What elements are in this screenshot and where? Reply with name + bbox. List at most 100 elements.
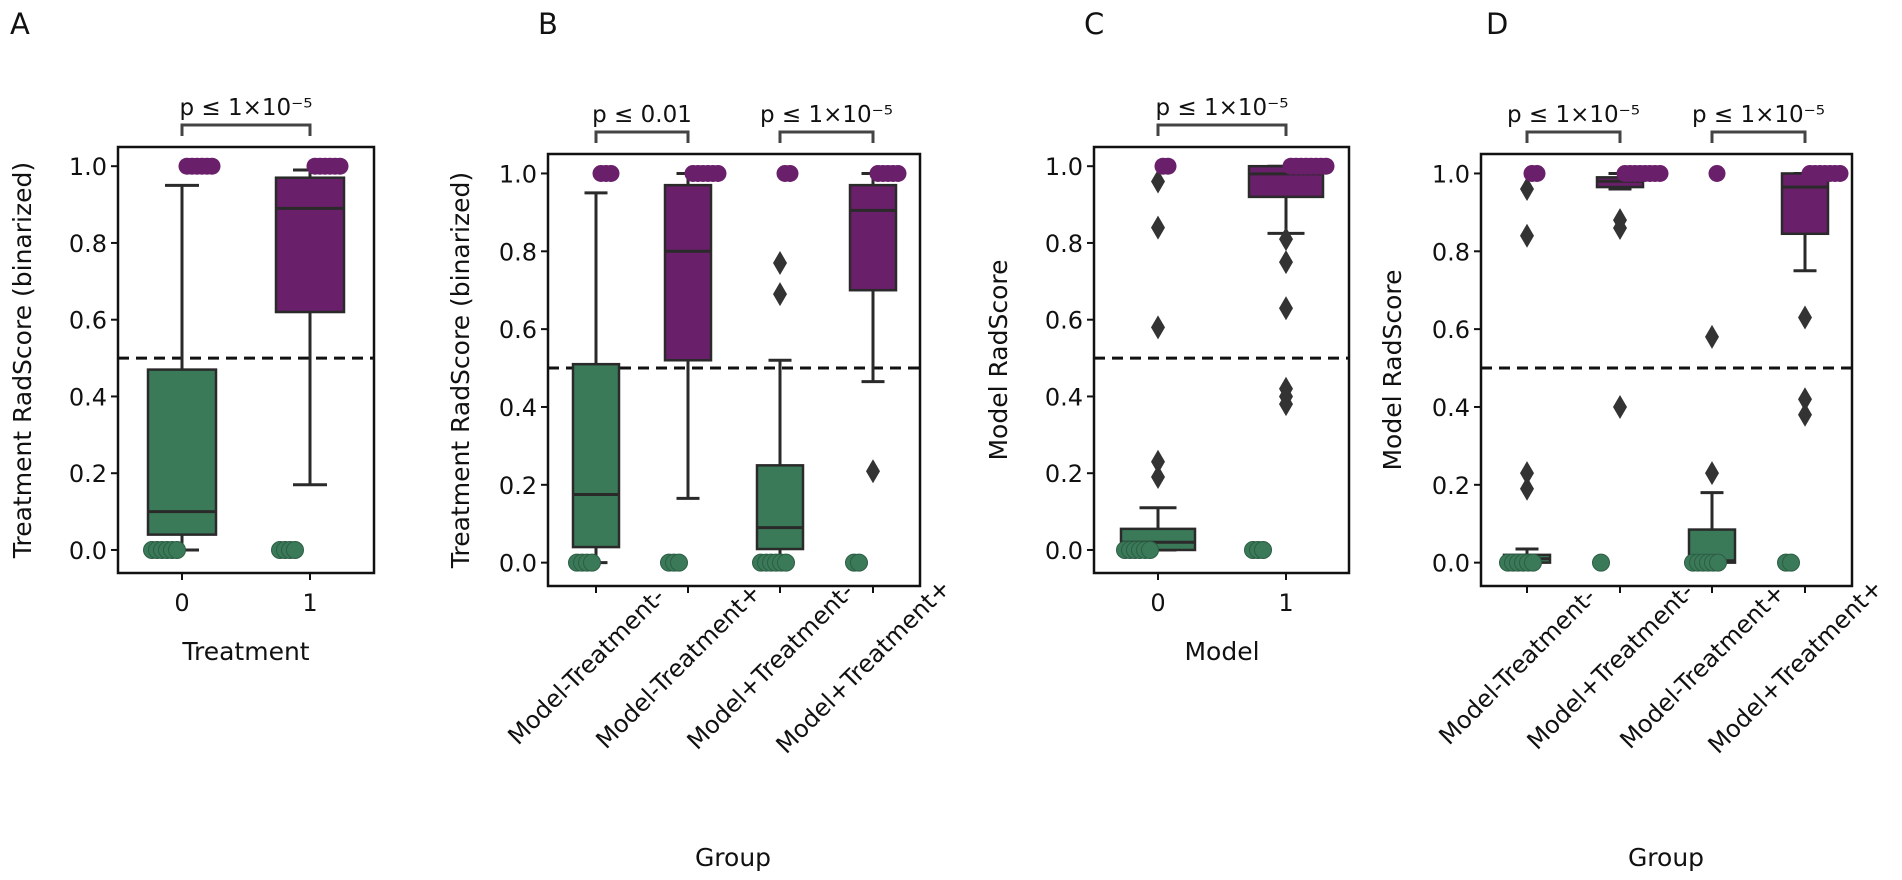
p-value-label: p ≤ 0.01 xyxy=(592,102,692,128)
strip-point-zero xyxy=(1524,553,1542,572)
box-1 xyxy=(660,164,727,572)
outlier-diamond xyxy=(1705,461,1719,486)
outlier-diamond xyxy=(1798,387,1812,412)
y-tick-label: 0.0 xyxy=(499,550,537,578)
strip-point-zero xyxy=(1254,540,1272,559)
outlier-diamond xyxy=(1520,476,1534,501)
y-tick-label: 0.4 xyxy=(499,394,537,422)
plot-frame xyxy=(546,152,922,588)
plot-frame xyxy=(1479,152,1854,588)
box-0 xyxy=(143,157,221,559)
box-iqr xyxy=(1780,172,1830,236)
box-0 xyxy=(1116,157,1197,559)
x-tick-label: Model-Treatment- xyxy=(502,582,670,750)
plot-frame xyxy=(116,145,376,575)
y-tick-label: 0.2 xyxy=(1432,472,1470,500)
outlier-diamond xyxy=(1705,324,1719,349)
box-0 xyxy=(1499,164,1552,572)
significance-bracket xyxy=(778,130,875,143)
outlier-diamond xyxy=(1798,305,1812,330)
outlier-diamond xyxy=(1279,227,1293,252)
y-tick-label: 0.0 xyxy=(1432,550,1470,578)
outlier-diamond xyxy=(1151,169,1165,194)
strip-point-one xyxy=(203,157,221,175)
outlier-diamond xyxy=(1279,376,1293,401)
box-iqr xyxy=(274,176,346,314)
y-tick-label: 0.6 xyxy=(499,316,537,344)
strip-point-zero xyxy=(286,540,304,559)
box-0 xyxy=(568,164,621,572)
strip-point-one xyxy=(1317,157,1335,175)
strip-point-one xyxy=(331,157,349,175)
strip-point-zero xyxy=(1592,553,1610,572)
strip-point-one xyxy=(709,164,727,182)
x-tick-label: Model+Treatment- xyxy=(682,578,859,755)
outlier-diamond xyxy=(1613,394,1627,419)
x-tick-label: 1 xyxy=(302,589,317,617)
box-2 xyxy=(752,164,805,572)
strip-point-zero xyxy=(850,553,868,572)
y-tick-label: 1.0 xyxy=(1432,160,1470,188)
y-tick-label: 0.8 xyxy=(1045,230,1083,258)
y-tick-label: 0.2 xyxy=(69,460,107,488)
panel-c: C 0.0 0.2 0.4 0.6 0.8 1.0 0 1 Model Model RadScore… xyxy=(984,7,1351,666)
y-tick-label: 0.8 xyxy=(1432,238,1470,266)
strip-point-zero xyxy=(168,540,186,559)
plot-frame xyxy=(1092,145,1351,575)
outlier-diamond xyxy=(1279,250,1293,275)
strip-point-zero xyxy=(670,553,688,572)
y-tick-label: 0.2 xyxy=(1045,460,1083,488)
y-axis-label: Treatment RadScore (binarized) xyxy=(446,172,475,569)
strip-point-one xyxy=(1651,164,1669,182)
outlier-diamond xyxy=(1798,402,1812,427)
outlier-diamond xyxy=(1151,449,1165,474)
box-iqr xyxy=(571,362,621,549)
strip-point-one xyxy=(781,164,799,182)
y-tick-label: 0.4 xyxy=(1045,383,1083,411)
panel-label: D xyxy=(1486,7,1508,41)
x-axis-label: Group xyxy=(1628,843,1704,872)
p-value-label: p ≤ 1×10⁻⁵ xyxy=(1507,102,1640,128)
x-axis-label: Group xyxy=(695,843,771,872)
y-tick-label: 1.0 xyxy=(1045,153,1083,181)
y-tick-label: 0.0 xyxy=(1045,537,1083,565)
outlier-diamond xyxy=(1613,208,1627,233)
x-tick-label: Model+Treatment+ xyxy=(771,574,957,760)
y-axis-label: Treatment RadScore (binarized) xyxy=(8,162,37,559)
outlier-diamond xyxy=(1520,461,1534,486)
x-tick-label: Model-Treatment+ xyxy=(590,578,766,754)
y-tick-label: 1.0 xyxy=(69,153,107,181)
outlier-diamond xyxy=(773,250,787,275)
strip-point-zero xyxy=(1709,553,1727,572)
y-tick-label: 0.2 xyxy=(499,472,537,500)
x-tick-label: 0 xyxy=(174,589,189,617)
significance-bracket xyxy=(180,123,312,136)
panel-d: D0.00.20.40.60.81.0Model-Treatment-Model… xyxy=(1378,7,1888,872)
x-tick-label: Model-Treatment- xyxy=(1433,582,1601,750)
strip-point-zero xyxy=(583,553,601,572)
box-3 xyxy=(1777,164,1849,572)
strip-point-one xyxy=(1528,164,1546,182)
p-value-label: p ≤ 1×10⁻⁵ xyxy=(1155,95,1288,121)
y-tick-label: 0.6 xyxy=(69,307,107,335)
panel-label: C xyxy=(1084,7,1104,41)
strip-point-one xyxy=(1831,164,1849,182)
y-axis-label: Model RadScore xyxy=(1378,269,1407,470)
panel-b: B0.00.20.40.60.81.0Model-Treatment-Model… xyxy=(446,7,956,872)
y-axis-label: Model RadScore xyxy=(984,259,1013,460)
p-value-label: p ≤ 1×10⁻⁵ xyxy=(179,95,312,121)
outlier-diamond xyxy=(1520,223,1534,248)
box-1 xyxy=(1592,164,1669,572)
y-tick-label: 0.4 xyxy=(1432,394,1470,422)
outlier-diamond xyxy=(866,459,880,484)
outlier-diamond xyxy=(1520,177,1534,202)
box-iqr xyxy=(848,183,898,292)
x-axis-label: Model xyxy=(1184,637,1259,666)
outlier-diamond xyxy=(1151,465,1165,490)
x-tick-label: Model+Treatment- xyxy=(1522,578,1699,755)
strip-point-one xyxy=(1159,157,1177,175)
box-1 xyxy=(1244,157,1335,559)
panel-label: A xyxy=(10,7,30,41)
p-value-label: p ≤ 1×10⁻⁵ xyxy=(1692,102,1825,128)
